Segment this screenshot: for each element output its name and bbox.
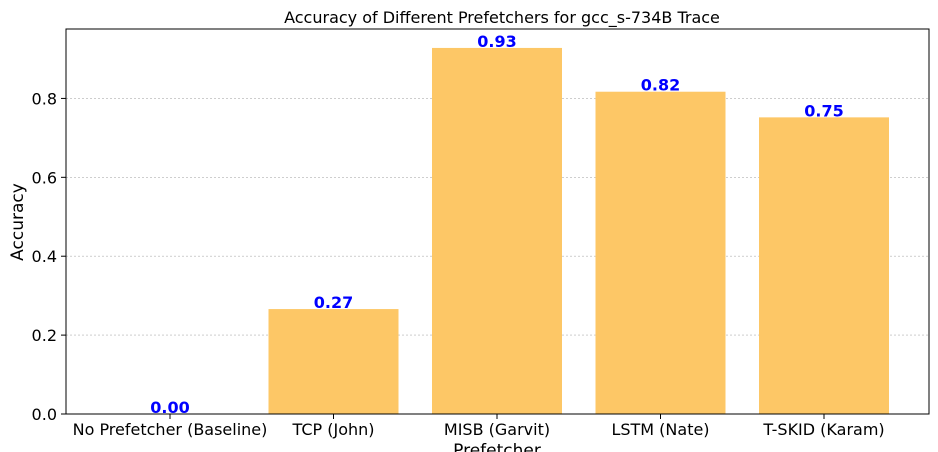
y-tick-label: 0.6 bbox=[32, 168, 57, 187]
y-axis-ticks: 0.0 0.2 0.4 0.6 0.8 bbox=[32, 89, 66, 424]
data-labels: 0.00 0.27 0.93 0.82 0.75 bbox=[150, 32, 843, 417]
y-tick-label: 0.2 bbox=[32, 326, 57, 345]
x-axis-title: Prefetcher bbox=[453, 441, 541, 452]
y-tick-label: 0.8 bbox=[32, 89, 57, 108]
bar-value-label: 0.27 bbox=[314, 293, 353, 312]
bar-value-label: 0.00 bbox=[150, 398, 189, 417]
chart-title: Accuracy of Different Prefetchers for gc… bbox=[284, 8, 720, 28]
bars bbox=[268, 47, 889, 415]
x-tick-label: T-SKID (Karam) bbox=[762, 420, 884, 439]
bar-value-label: 0.75 bbox=[804, 101, 843, 120]
y-tick-label: 0.0 bbox=[32, 405, 57, 424]
bar bbox=[759, 117, 889, 414]
x-tick-label: No Prefetcher (Baseline) bbox=[73, 420, 268, 439]
bar-value-label: 0.93 bbox=[477, 32, 516, 51]
x-tick-label: LSTM (Nate) bbox=[611, 420, 709, 439]
y-axis-title: Accuracy bbox=[8, 183, 28, 261]
bar bbox=[268, 309, 399, 414]
x-axis-ticks: No Prefetcher (Baseline) TCP (John) MISB (… bbox=[73, 414, 885, 439]
y-tick-label: 0.4 bbox=[32, 247, 57, 266]
bar bbox=[432, 47, 562, 415]
bar-value-label: 0.82 bbox=[641, 76, 680, 95]
x-tick-label: MISB (Garvit) bbox=[444, 420, 550, 439]
x-tick-label: TCP (John) bbox=[291, 420, 374, 439]
bar bbox=[595, 91, 726, 415]
